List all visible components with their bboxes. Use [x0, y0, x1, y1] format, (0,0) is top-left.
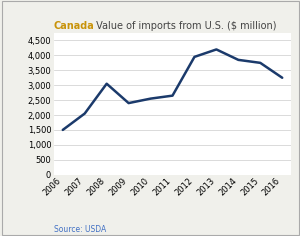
Text: Value of imports from U.S. ($ million): Value of imports from U.S. ($ million): [93, 21, 277, 31]
Text: Canada: Canada: [54, 21, 95, 31]
Text: Source: USDA: Source: USDA: [54, 225, 106, 234]
